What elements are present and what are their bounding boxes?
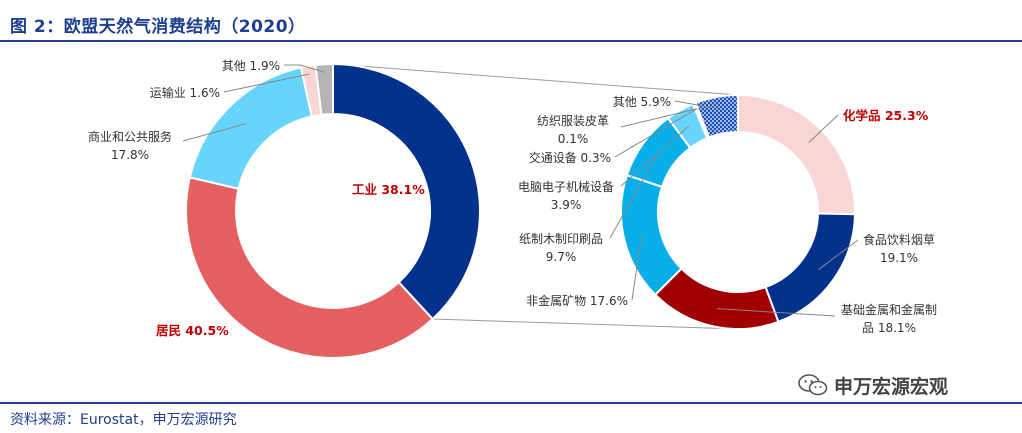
label-textiles: 纺织服装皮革 0.1%: [537, 114, 609, 146]
source-note: 资料来源：Eurostat，申万宏源研究: [10, 412, 237, 428]
industry-donut: [620, 93, 856, 330]
leader-textiles: [620, 108, 698, 128]
label-commercial: 商业和公共服务 17.8%: [88, 129, 172, 162]
chart-canvas: 工业 38.1% 居民 40.5% 商业和公共服务 17.8% 运输业 1.6%其他 1…: [88, 59, 937, 359]
main-slice-4: [314, 62, 334, 116]
label-minerals: 非金属矿物 17.6%: [526, 293, 628, 308]
leader-transport: [223, 73, 310, 93]
label-chemicals: 化学品 25.3%: [843, 108, 929, 123]
industry-slice-3: [620, 173, 683, 297]
industry-slice-0: [737, 93, 856, 216]
source-rule: [0, 402, 1022, 404]
label-main-other: 其他 1.9%: [222, 59, 280, 73]
label-industry-other: 其他 5.9%: [613, 95, 671, 109]
label-industry: 工业 38.1%: [352, 182, 425, 197]
label-paper: 纸制木制印刷品 9.7%: [519, 232, 603, 264]
watermark: 申万宏源宏观: [798, 370, 948, 400]
label-electronics: 电脑电子机械设备 3.9%: [518, 179, 614, 212]
leader-metals: [716, 308, 836, 317]
wechat-icon: [798, 374, 828, 396]
connector-lines: [332, 63, 739, 330]
connector-bottom: [432, 318, 739, 330]
chart-title: 图 2：欧盟天然气消费结构（2020）: [10, 17, 306, 37]
watermark-text: 申万宏源宏观: [834, 375, 949, 398]
slice-labels: 工业 38.1% 居民 40.5% 商业和公共服务 17.8% 运输业 1.6%其他 1…: [88, 59, 937, 338]
main-donut: [185, 62, 481, 359]
leader-electronics: [620, 125, 690, 187]
label-residential: 居民 40.5%: [156, 323, 229, 338]
label-transport-equipment: 交通设备 0.3%: [529, 150, 611, 165]
main-slice-0: [332, 62, 481, 321]
title-rule: [0, 40, 1022, 42]
label-food: 食品饮料烟草 19.1%: [863, 232, 935, 265]
leader-minerals: [631, 234, 643, 301]
leader-food: [818, 239, 859, 270]
leader-paper: [609, 153, 659, 239]
leader-chemicals: [808, 114, 839, 144]
leader-industry-other: [674, 100, 719, 110]
label-transport: 运输业 1.6%: [150, 85, 220, 100]
leader-lines: [182, 64, 859, 317]
leader-commercial: [182, 123, 247, 142]
leader-main-other: [284, 64, 325, 73]
label-metals: 基础金属和金属制品 18.1%: [841, 302, 937, 335]
connector-top: [332, 63, 739, 96]
main-slice-1: [185, 176, 435, 359]
leader-transport-equipment: [614, 108, 697, 158]
industry-slice-8: [694, 93, 739, 139]
